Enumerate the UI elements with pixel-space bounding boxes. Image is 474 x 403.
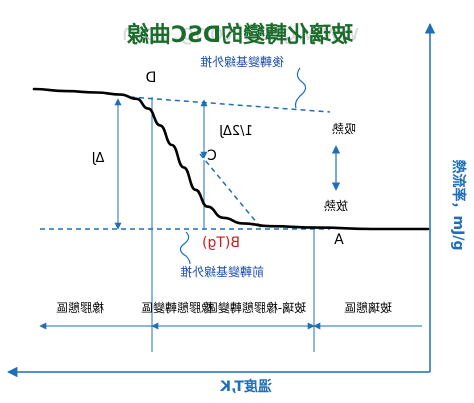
endothermic-label: 吸熱 [332,122,356,136]
label-point-b: B(Tg) [202,235,240,251]
label-point-a: A [334,232,344,248]
watermark-text: www.greattong.com [121,21,359,46]
region-label-rubbery: 橡膠態區 [56,300,104,315]
region-label-glassy: 玻璃態區 [344,300,392,315]
label-point-c: C [207,148,217,164]
rear-baseline-line [129,96,331,113]
front-baseline-label: 前轉變基線外推 [180,264,264,279]
delta-j-label: ΔJ [92,151,105,166]
rear-callout-pointer [294,67,307,109]
rear-baseline-label: 後轉變基線外推 [200,54,284,69]
exothermic-label: 放熱 [324,198,348,213]
half-delta-j-label: 1/2ΔJ [219,124,253,139]
region-label-rubbery-transition: 橡膠態轉變區 [141,300,213,315]
region-dividers [39,300,422,352]
dsc-curve [32,87,430,231]
y-axis-label: 熱流率，mJ/g [450,160,467,251]
guide-lines [6,22,436,378]
x-axis-label: 溫度T,K [219,378,272,395]
front-callout-pointer [179,231,191,265]
dsc-curve-group [32,87,430,231]
tangent-line [199,153,263,230]
label-point-d: D [146,70,157,86]
chart-title: 玻璃化轉變的DSC曲線 [127,22,353,48]
region-label-glass-rubber: 玻璃-橡膠態轉變區 [206,300,306,315]
